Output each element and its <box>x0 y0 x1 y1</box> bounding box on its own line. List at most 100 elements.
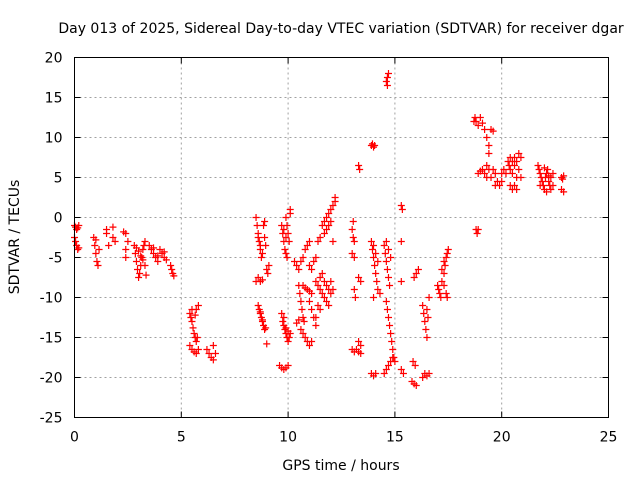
data-point <box>436 290 444 297</box>
data-point <box>384 314 392 321</box>
data-point <box>438 278 446 285</box>
data-point <box>434 282 442 289</box>
data-point <box>440 270 448 277</box>
data-point <box>109 223 117 231</box>
data-point <box>349 218 357 225</box>
y-tick-label: -20 <box>40 371 63 387</box>
data-point <box>136 270 144 277</box>
data-point <box>485 150 493 157</box>
x-tick-labels: 0 5 10 15 20 25 <box>70 430 617 446</box>
data-point <box>308 338 316 345</box>
data-point <box>559 175 567 183</box>
data-point <box>305 298 313 305</box>
data-point <box>383 82 391 89</box>
data-point <box>425 294 433 301</box>
data-point <box>437 294 445 301</box>
data-point <box>398 206 406 213</box>
data-point <box>186 310 194 317</box>
data-point <box>397 202 405 209</box>
data-point <box>478 119 486 127</box>
data-point <box>189 324 197 332</box>
data-point <box>92 250 100 257</box>
data-point <box>194 302 202 309</box>
data-point <box>297 298 305 305</box>
data-point <box>515 150 523 157</box>
plot-frame <box>74 57 609 418</box>
data-point <box>349 234 357 241</box>
data-point <box>397 366 405 373</box>
data-point <box>549 170 557 177</box>
data-point <box>192 306 200 313</box>
data-point <box>134 266 142 273</box>
data-point <box>357 278 365 285</box>
data-point <box>506 154 514 161</box>
data-point <box>443 250 451 257</box>
y-tick-label: 15 <box>45 91 63 107</box>
data-point <box>295 266 303 273</box>
data-point <box>380 242 388 249</box>
axis-ticks <box>74 57 609 418</box>
data-point <box>105 242 113 249</box>
data-point <box>325 302 333 309</box>
data-point <box>190 330 198 337</box>
data-point <box>367 238 375 245</box>
data-point <box>424 314 432 321</box>
data-point <box>560 188 568 196</box>
data-point <box>145 242 153 249</box>
data-point <box>508 170 516 177</box>
data-point <box>139 256 147 264</box>
data-point <box>348 250 356 257</box>
x-tick-label: 0 <box>70 430 79 446</box>
data-point <box>291 258 299 265</box>
data-point <box>513 186 521 193</box>
data-point <box>261 326 269 333</box>
data-point <box>438 266 446 273</box>
data-point <box>282 250 290 257</box>
data-point <box>261 218 269 225</box>
data-point <box>444 246 452 253</box>
data-point <box>141 238 149 245</box>
data-point <box>308 266 316 273</box>
data-point <box>310 258 318 265</box>
data-point <box>262 242 270 249</box>
data-point <box>443 294 451 301</box>
data-point <box>474 122 482 129</box>
data-point <box>312 322 320 329</box>
data-point <box>387 330 395 337</box>
data-point <box>350 238 358 245</box>
data-point <box>485 142 493 149</box>
data-point <box>384 362 392 369</box>
data-point <box>254 234 262 241</box>
data-point <box>193 334 201 341</box>
data-point <box>422 326 430 333</box>
data-point <box>355 274 363 281</box>
data-point <box>281 326 289 333</box>
data-point <box>188 318 196 325</box>
x-tick-label: 15 <box>386 430 404 446</box>
data-point <box>440 258 448 265</box>
data-point <box>474 226 482 233</box>
data-point <box>122 254 130 261</box>
data-point <box>481 170 489 177</box>
y-tick-label: -25 <box>40 411 63 427</box>
data-point <box>506 182 514 189</box>
data-point <box>139 246 147 253</box>
data-point <box>320 278 328 285</box>
y-tick-label: -5 <box>49 251 63 267</box>
data-point <box>323 226 331 233</box>
x-tick-label: 25 <box>600 430 618 446</box>
data-point <box>383 266 391 273</box>
data-point <box>382 238 390 245</box>
data-point <box>124 238 132 245</box>
data-point <box>316 306 324 313</box>
data-point <box>491 170 499 177</box>
data-point <box>373 278 381 285</box>
data-point <box>280 314 288 321</box>
data-point <box>297 258 305 265</box>
data-point <box>371 262 379 269</box>
data-point <box>370 143 378 151</box>
data-point <box>314 238 322 245</box>
data-point <box>282 214 290 221</box>
data-points <box>71 70 568 389</box>
